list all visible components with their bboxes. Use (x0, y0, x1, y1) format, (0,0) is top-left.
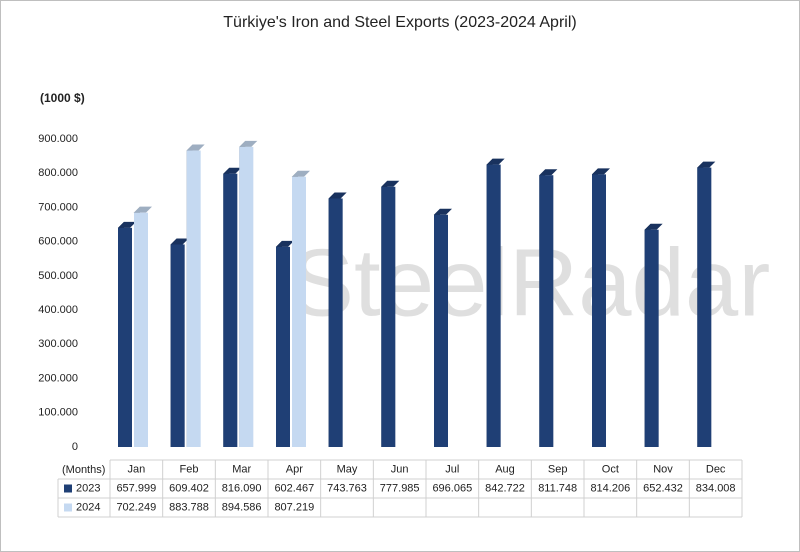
y-tick-label: 700.000 (38, 201, 78, 213)
x-tick-label: Nov (653, 463, 673, 475)
bar-top (328, 192, 347, 199)
bar (239, 146, 254, 448)
y-tick-label: 900.000 (38, 133, 78, 145)
bar-top (292, 170, 310, 177)
data-label: 609.402 (169, 482, 209, 494)
bar (644, 229, 659, 447)
bar (170, 244, 185, 447)
x-axis-label: (Months) (62, 464, 105, 476)
data-label: 807.219 (274, 501, 314, 513)
x-tick-label: Aug (495, 463, 515, 475)
bar-top (644, 223, 663, 230)
data-label: 894.586 (222, 501, 262, 513)
bar (592, 174, 606, 448)
bar-top (697, 161, 716, 168)
y-tick-label: 400.000 (38, 304, 78, 316)
x-tick-label: May (337, 463, 358, 475)
bar (292, 176, 306, 448)
data-label: 842.722 (485, 482, 525, 494)
bar (381, 186, 396, 448)
bar (328, 198, 343, 447)
legend-label: 2023 (76, 482, 100, 494)
legend-label: 2024 (76, 501, 100, 513)
legend-swatch (64, 484, 72, 493)
bar-top (434, 208, 452, 215)
data-label: 602.467 (274, 482, 314, 494)
bar-top (239, 140, 258, 147)
bar (118, 227, 132, 447)
bar-top (539, 169, 558, 176)
bar (134, 212, 148, 447)
data-label: 652.432 (643, 482, 683, 494)
bar-top (134, 206, 152, 213)
data-label: 811.748 (538, 482, 577, 494)
watermark: SteelRadar (290, 229, 770, 336)
data-label: 883.788 (169, 501, 209, 513)
x-tick-label: Jun (391, 463, 409, 475)
bar-top (170, 238, 189, 245)
data-label: 834.008 (696, 482, 736, 494)
data-label: 702.249 (116, 501, 156, 513)
y-tick-label: 0 (72, 441, 78, 453)
bar (434, 214, 448, 447)
bar-top (276, 240, 294, 247)
bar (539, 175, 554, 448)
bar (186, 150, 201, 448)
bar-top (118, 221, 136, 228)
x-tick-label: Feb (180, 463, 199, 475)
data-label: 814.206 (590, 482, 630, 494)
x-tick-label: Jan (127, 463, 145, 475)
bar-top (592, 168, 610, 175)
y-tick-label: 500.000 (38, 270, 78, 282)
x-tick-label: Sep (548, 463, 568, 475)
x-tick-label: Dec (706, 463, 726, 475)
legend-swatch (64, 503, 72, 512)
x-tick-label: Oct (602, 463, 619, 475)
bar (223, 173, 238, 447)
bar (276, 246, 290, 447)
bar-top (186, 144, 205, 151)
data-label: 777.985 (380, 482, 420, 494)
data-label: 743.763 (327, 482, 367, 494)
bar-top (486, 158, 505, 165)
y-axis-label: (1000 $) (40, 91, 85, 105)
bar (486, 164, 501, 447)
y-tick-label: 800.000 (38, 167, 78, 179)
y-tick-label: 600.000 (38, 236, 78, 248)
data-label: 657.999 (116, 482, 156, 494)
chart-title: Türkiye's Iron and Steel Exports (2023-2… (223, 14, 576, 31)
bar (697, 167, 712, 447)
bar-top (223, 167, 242, 174)
x-tick-label: Jul (445, 463, 459, 475)
y-tick-label: 200.000 (38, 372, 78, 384)
data-label: 696.065 (432, 482, 472, 494)
x-tick-label: Mar (232, 463, 251, 475)
y-tick-label: 300.000 (38, 338, 78, 350)
y-tick-label: 100.000 (38, 407, 78, 419)
x-tick-label: Apr (286, 463, 303, 475)
bar-top (381, 180, 400, 187)
data-label: 816.090 (222, 482, 262, 494)
